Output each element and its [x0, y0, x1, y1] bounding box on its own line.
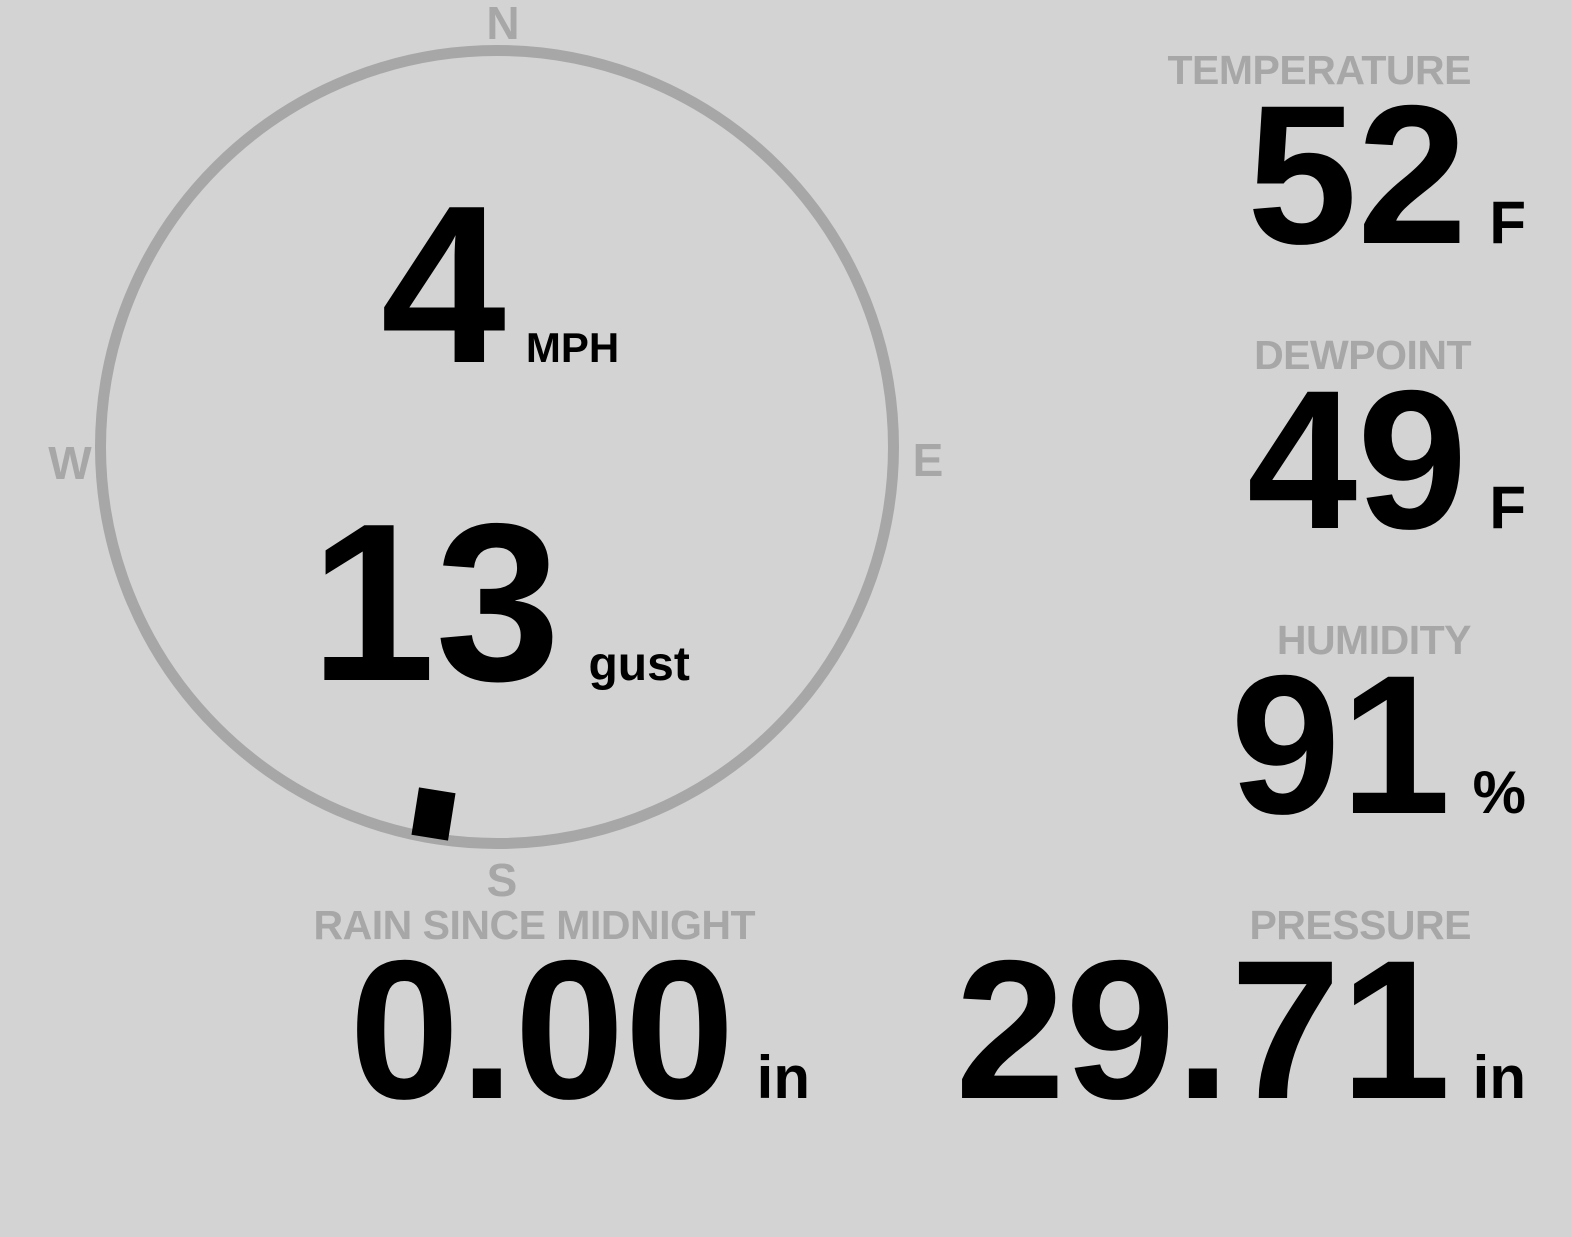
pressure-value: 29.71	[955, 919, 1451, 1140]
compass-east-label: E	[912, 434, 944, 486]
rain-since-midnight-value-row: 0.00 in	[0, 931, 855, 1129]
humidity-value-row: 91 %	[855, 646, 1571, 844]
wind-direction-marker	[411, 787, 456, 841]
wind-speed: 4 MPH	[381, 172, 619, 397]
humidity-value: 91	[1230, 634, 1451, 855]
compass-west-label: W	[48, 437, 92, 489]
pressure-value-row: 29.71 in	[855, 931, 1571, 1129]
dewpoint-value: 49	[1247, 349, 1468, 570]
dewpoint-label: DEWPOINT	[1254, 332, 1471, 378]
temperature-section: TEMPERATURE 52 F	[855, 30, 1571, 315]
dewpoint-section: DEWPOINT 49 F	[855, 315, 1571, 600]
wind-gust: 13 gust	[310, 490, 690, 715]
temperature-value: 52	[1247, 64, 1468, 285]
rain-since-midnight-value: 0.00	[349, 919, 735, 1140]
rain-since-midnight-section: RAIN SINCE MIDNIGHT 0.00 in	[0, 885, 855, 1170]
dewpoint-value-row: 49 F	[855, 361, 1571, 559]
humidity-label: HUMIDITY	[1276, 617, 1472, 663]
rain-since-midnight-unit: in	[756, 1044, 810, 1111]
wind-speed-value: 4	[380, 158, 506, 410]
pressure-unit: in	[1472, 1044, 1526, 1111]
humidity-section: HUMIDITY 91 %	[855, 600, 1571, 885]
wind-speed-unit: MPH	[525, 324, 620, 371]
compass-south-label: S	[486, 854, 518, 906]
pressure-label: PRESSURE	[1249, 902, 1471, 948]
temperature-value-row: 52 F	[855, 76, 1571, 274]
temperature-label: TEMPERATURE	[1167, 47, 1471, 93]
temperature-unit: F	[1489, 189, 1526, 256]
wind-gust-unit: gust	[588, 638, 690, 691]
compass-north-label: N	[486, 0, 520, 49]
humidity-unit: %	[1472, 759, 1526, 826]
dewpoint-unit: F	[1489, 474, 1526, 541]
rain-since-midnight-label: RAIN SINCE MIDNIGHT	[313, 902, 756, 948]
wind-gust-value: 13	[310, 476, 561, 728]
compass-ring	[95, 45, 899, 849]
pressure-section: PRESSURE 29.71 in	[855, 885, 1571, 1170]
